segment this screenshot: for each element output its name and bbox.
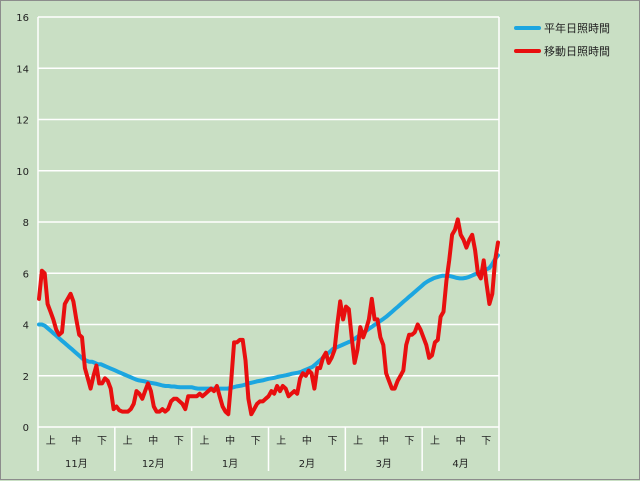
- x-tick-label: 中: [225, 434, 235, 447]
- y-axis-ticks: 0 2 4 6 8 10 12 14 16: [16, 13, 29, 434]
- series-lines: [37, 217, 500, 417]
- legend-label: 平年日照時間: [544, 21, 610, 35]
- y-tick-label: 16: [16, 13, 29, 24]
- x-tick-label: 中: [71, 434, 81, 447]
- x-tick-label: 中: [379, 434, 389, 447]
- x-tick-label: 中: [148, 434, 158, 447]
- y-tick-label: 2: [23, 372, 29, 383]
- y-tick-label: 14: [16, 64, 29, 75]
- normal-sunshine-line: [37, 253, 500, 391]
- x-tick-label: 下: [481, 436, 491, 447]
- y-tick-label: 12: [16, 116, 29, 127]
- legend-label: 移動日照時間: [544, 44, 610, 58]
- y-tick-label: 10: [16, 167, 29, 178]
- month-label: 3月: [376, 458, 392, 470]
- x-tick-label: 上: [430, 435, 440, 447]
- month-label: 12月: [142, 458, 165, 470]
- month-label: 11月: [65, 458, 88, 470]
- month-label: 4月: [452, 458, 468, 470]
- x-tick-label: 上: [123, 435, 133, 447]
- x-tick-label: 上: [199, 435, 209, 447]
- x-tick-label: 下: [97, 436, 107, 447]
- month-label: 2月: [299, 458, 315, 470]
- x-tick-label: 上: [276, 435, 286, 447]
- x-tick-label: 中: [302, 434, 312, 447]
- x-tick-label: 下: [404, 436, 414, 447]
- month-label: 1月: [222, 458, 238, 470]
- x-tick-label: 中: [456, 434, 466, 447]
- y-tick-label: 0: [23, 423, 29, 434]
- y-tick-label: 8: [23, 218, 29, 229]
- y-tick-label: 6: [23, 269, 29, 280]
- x-tick-label: 上: [46, 435, 56, 447]
- x-tick-label: 下: [251, 436, 261, 447]
- moving-sunshine-line: [37, 217, 500, 417]
- x-tick-label: 下: [174, 436, 184, 447]
- x-tick-label: 上: [353, 435, 363, 447]
- x-tick-label: 下: [328, 436, 338, 447]
- x-axis: 上 中 下 上 中 下 上 中 下 上 中 下 上 中 下 上 中 下 11月 12月 1月 2月 3月 4月: [37, 427, 500, 471]
- y-tick-label: 4: [23, 321, 29, 332]
